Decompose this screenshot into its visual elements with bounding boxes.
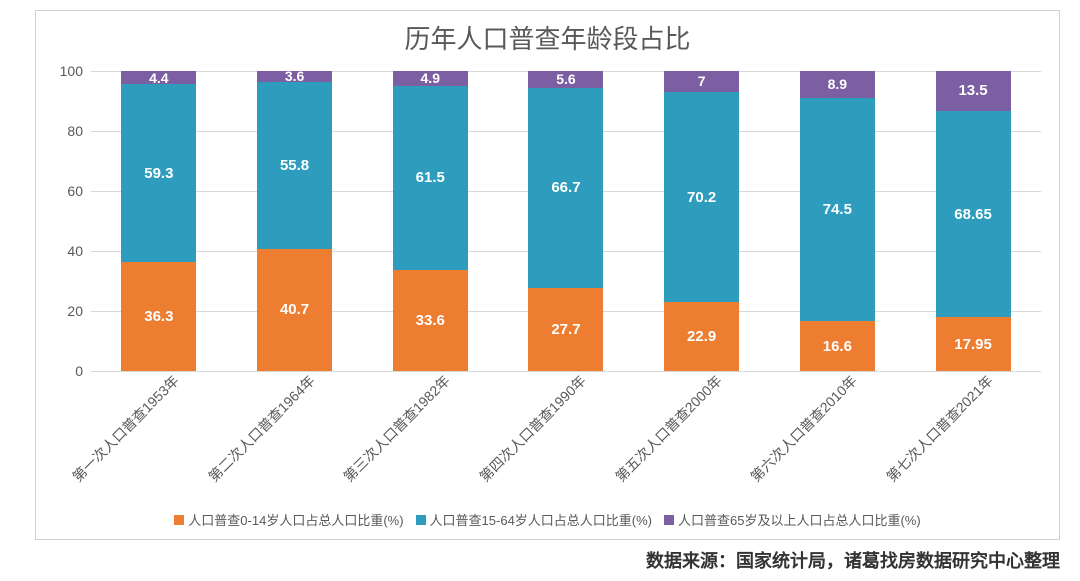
bar-group: 33.661.54.9 — [393, 71, 468, 371]
bar-segment: 13.5 — [936, 71, 1011, 112]
bar-segment: 74.5 — [800, 98, 875, 322]
bar-segment: 59.3 — [121, 84, 196, 262]
x-tick-label: 第七次人口普查2021年 — [936, 371, 1011, 501]
bar-group: 36.359.34.4 — [121, 71, 196, 371]
bar-segment: 33.6 — [393, 270, 468, 371]
legend-label: 人口普查0-14岁人口占总人口比重(%) — [188, 510, 403, 529]
bar-segment: 4.4 — [121, 71, 196, 84]
bar-segment: 16.6 — [800, 321, 875, 371]
bar-segment: 66.7 — [528, 88, 603, 288]
plot-area: 020406080100 36.359.34.440.755.83.633.66… — [91, 71, 1041, 371]
bar-segment: 17.95 — [936, 317, 1011, 371]
y-tick-label: 60 — [67, 183, 83, 199]
bar-segment: 27.7 — [528, 288, 603, 371]
bar-segment: 36.3 — [121, 262, 196, 371]
bar-segment: 55.8 — [257, 82, 332, 249]
bar-segment: 70.2 — [664, 92, 739, 303]
x-tick-label: 第一次人口普查1953年 — [121, 371, 196, 501]
bar-group: 27.766.75.6 — [528, 71, 603, 371]
x-axis-labels: 第一次人口普查1953年第二次人口普查1964年第三次人口普查1982年第四次人… — [91, 371, 1041, 501]
legend-item: 人口普查65岁及以上人口占总人口比重(%) — [664, 510, 921, 529]
chart-container: 历年人口普查年龄段占比 0 20 40 60 80 100 36.359.34.4 40.7… — [35, 10, 1060, 540]
bar-segment: 61.5 — [393, 86, 468, 271]
chart-title: 历年人口普查年龄段占比 — [36, 11, 1059, 56]
x-tick-label: 第六次人口普查2010年 — [800, 371, 875, 501]
y-tick-label: 0 — [75, 363, 83, 379]
bar-segment: 4.9 — [393, 71, 468, 86]
legend-item: 人口普查15-64岁人口占总人口比重(%) — [416, 510, 652, 529]
bar-segment: 3.6 — [257, 71, 332, 82]
x-tick-label: 第二次人口普查1964年 — [257, 371, 332, 501]
bar-segment: 68.65 — [936, 111, 1011, 317]
x-tick-label: 第四次人口普查1990年 — [528, 371, 603, 501]
legend-swatch — [174, 515, 184, 525]
legend-label: 人口普查15-64岁人口占总人口比重(%) — [430, 510, 652, 529]
bar-group: 22.970.27 — [664, 71, 739, 371]
data-source: 数据来源：国家统计局，诸葛找房数据研究中心整理 — [646, 547, 1060, 573]
bar-group: 40.755.83.6 — [257, 71, 332, 371]
bar-group: 16.674.58.9 — [800, 71, 875, 371]
bar-segment: 40.7 — [257, 249, 332, 371]
legend: 人口普查0-14岁人口占总人口比重(%) 人口普查15-64岁人口占总人口比重(%… — [36, 510, 1059, 529]
x-tick-label: 第三次人口普查1982年 — [393, 371, 468, 501]
bars: 36.359.34.4 40.755.83.6 33.661.54.9 27.766.… — [91, 71, 1041, 371]
bar-group: 17.9568.6513.5 — [936, 71, 1011, 371]
bar-segment: 8.9 — [800, 71, 875, 98]
y-tick-label: 20 — [67, 303, 83, 319]
legend-label: 人口普查65岁及以上人口占总人口比重(%) — [678, 510, 921, 529]
y-tick-label: 80 — [67, 123, 83, 139]
bar-segment: 22.9 — [664, 302, 739, 371]
bar-segment: 7 — [664, 71, 739, 92]
y-tick-label: 100 — [60, 63, 83, 79]
x-tick-label: 第五次人口普查2000年 — [664, 371, 739, 501]
legend-item: 人口普查0-14岁人口占总人口比重(%) — [174, 510, 403, 529]
y-tick-label: 40 — [67, 243, 83, 259]
bar-segment: 5.6 — [528, 71, 603, 88]
legend-swatch — [416, 515, 426, 525]
legend-swatch — [664, 515, 674, 525]
